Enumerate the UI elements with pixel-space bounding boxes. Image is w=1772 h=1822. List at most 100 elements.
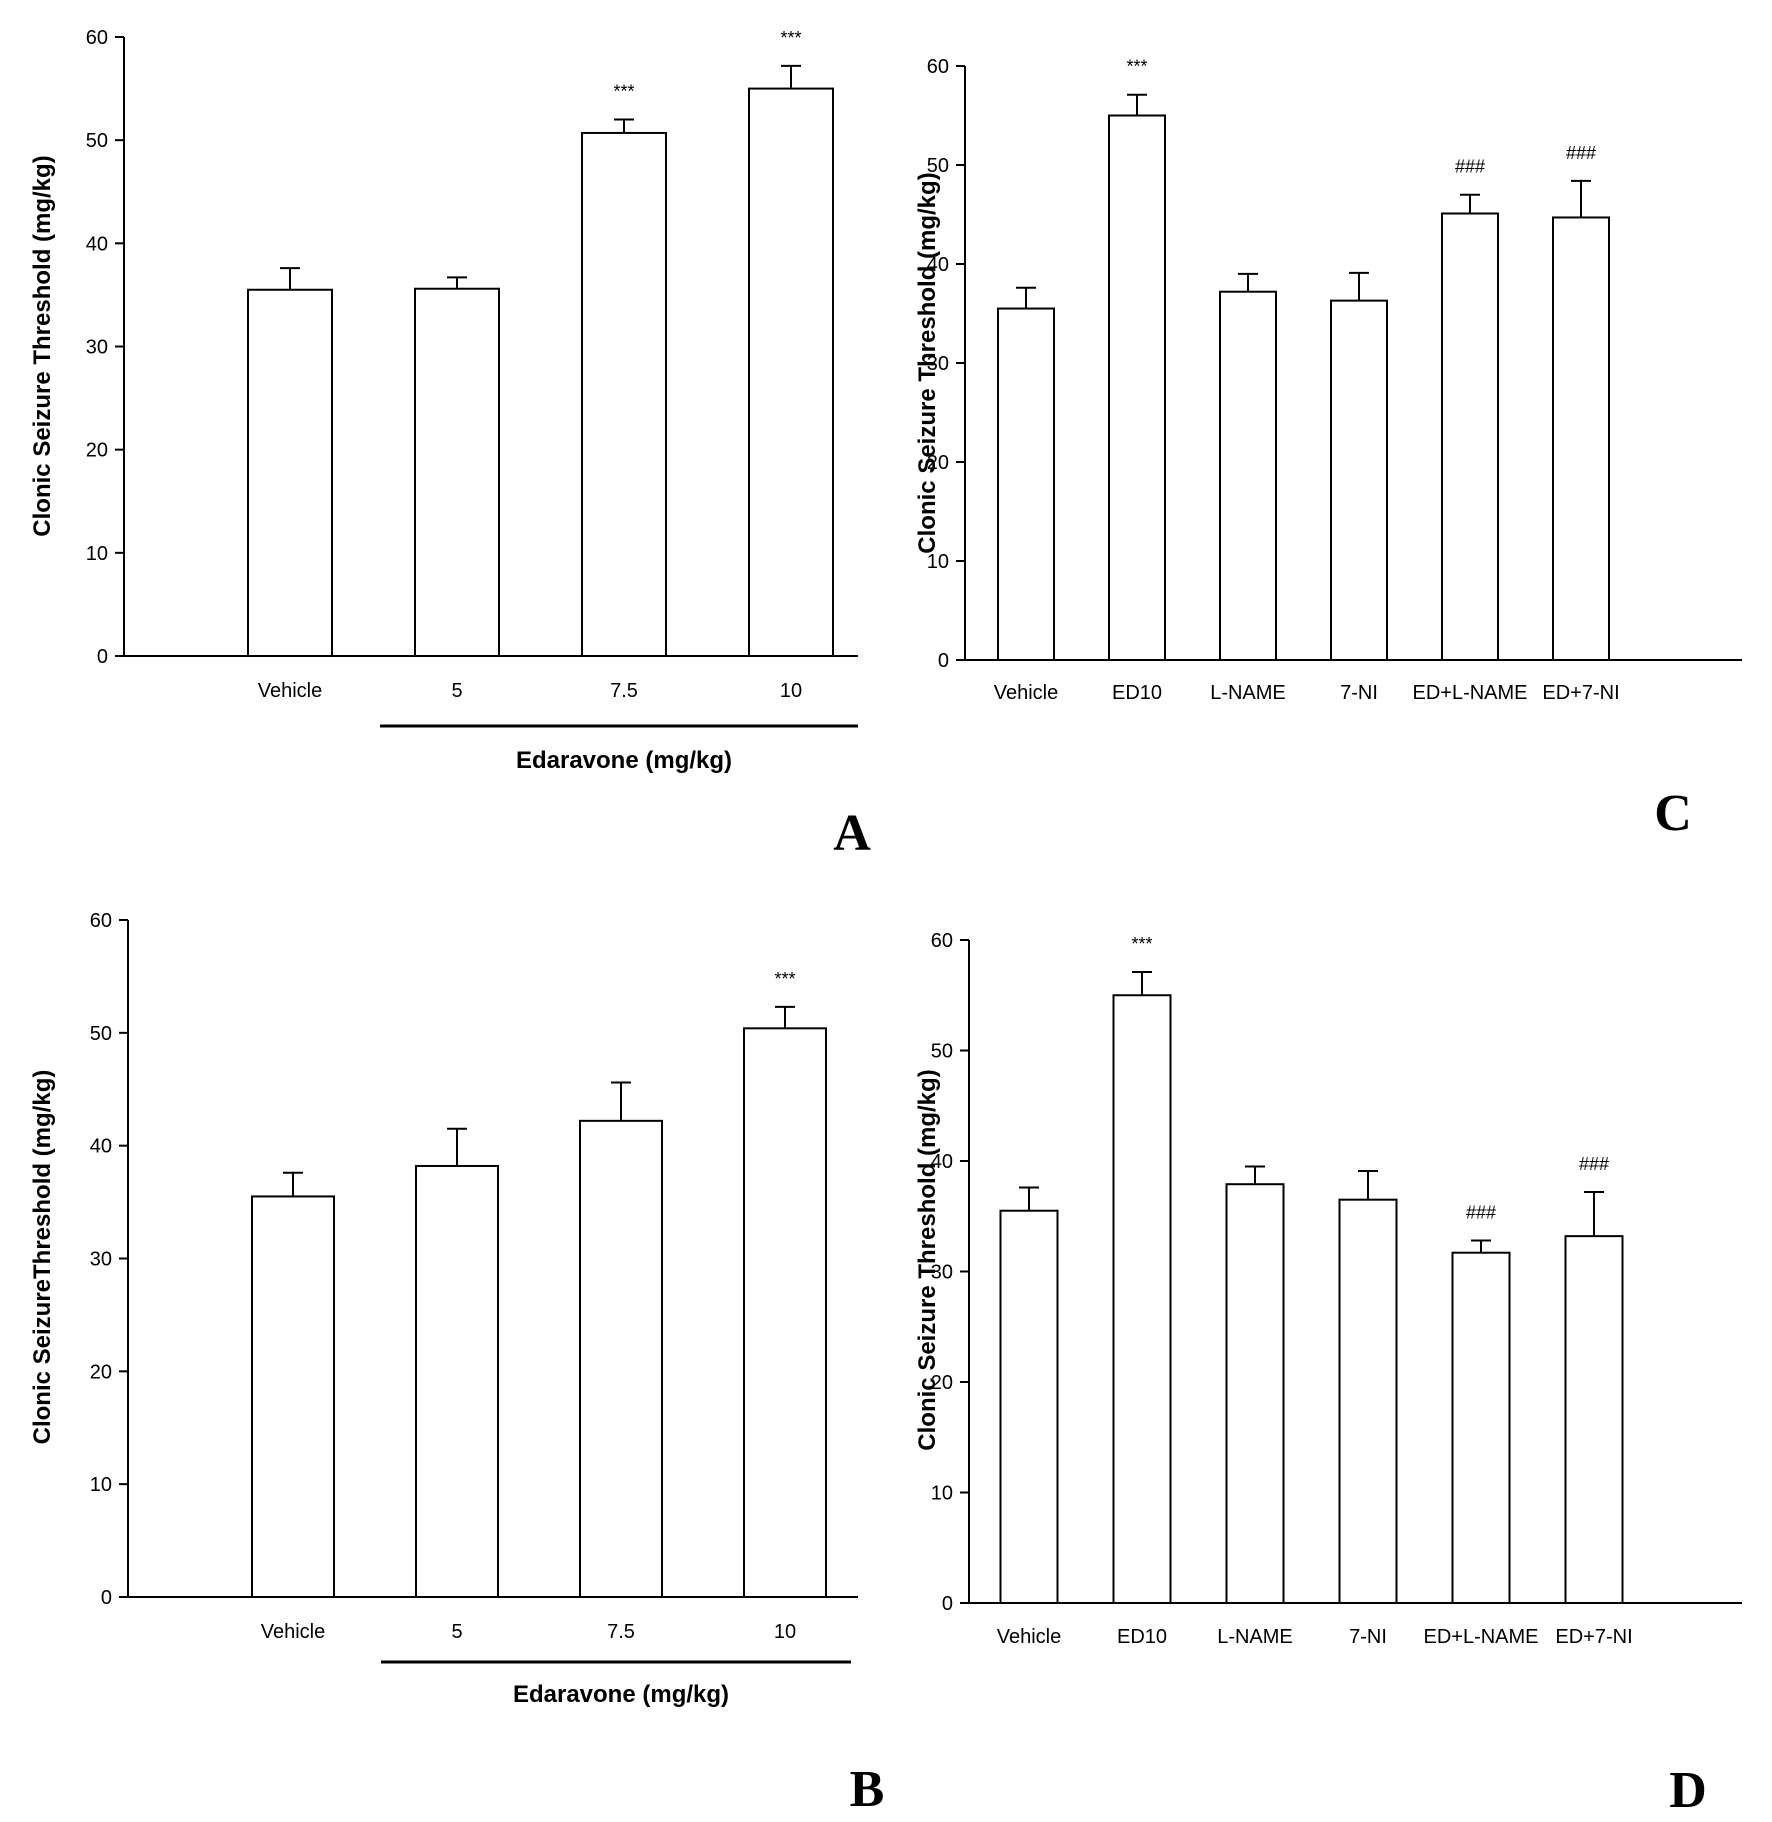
- y-axis-title: Clonic Seizure Threshold (mg/kg): [914, 172, 941, 553]
- y-tick-label: 20: [927, 452, 949, 474]
- bar: [1338, 1198, 1398, 1604]
- category-label: ED10: [1117, 1626, 1167, 1648]
- category-label: Vehicle: [997, 1626, 1062, 1648]
- category-label: 7.5: [610, 680, 638, 702]
- y-tick-label: 50: [927, 155, 949, 177]
- significance-label: ###: [1455, 157, 1485, 177]
- significance-label: ###: [1579, 1154, 1609, 1174]
- x-axis-title: Edaravone (mg/kg): [516, 747, 732, 774]
- y-axis-title: Clonic Seizure Threshold (mg/kg): [29, 155, 56, 536]
- bar: [1108, 114, 1166, 661]
- bar: [247, 288, 333, 657]
- category-label: ED10: [1112, 682, 1162, 704]
- y-tick-label: 50: [86, 130, 108, 152]
- x-axis-title: Edaravone (mg/kg): [513, 1681, 729, 1708]
- bar: [1330, 299, 1388, 661]
- panel-letter: B: [850, 1761, 885, 1818]
- error-bar: [775, 1005, 795, 1029]
- error-bar: [1460, 193, 1480, 214]
- y-tick-label: 10: [927, 551, 949, 573]
- category-label: 7-NI: [1340, 682, 1378, 704]
- bar: [1552, 216, 1610, 661]
- error-bar: [1019, 1186, 1039, 1211]
- error-bar: [781, 64, 801, 89]
- category-label: 10: [774, 1621, 796, 1643]
- significance-label: ***: [1126, 57, 1147, 77]
- y-tick-label: 10: [90, 1474, 112, 1496]
- category-label: L-NAME: [1217, 1626, 1293, 1648]
- error-bar: [447, 1127, 467, 1166]
- significance-label: ***: [780, 28, 801, 48]
- significance-label: ***: [1131, 934, 1152, 954]
- y-tick-label: 0: [942, 1593, 953, 1615]
- y-tick-label: 50: [90, 1023, 112, 1045]
- panel-letter: C: [1654, 785, 1692, 842]
- y-tick-label: 0: [938, 650, 949, 672]
- y-tick-label: 40: [86, 233, 108, 255]
- category-label: 5: [451, 1621, 462, 1643]
- bar: [251, 1195, 335, 1598]
- y-tick-label: 60: [86, 27, 108, 49]
- category-label: 10: [780, 680, 802, 702]
- y-axis-title: Clonic Seizure Threshold (mg/kg): [914, 1069, 941, 1450]
- bar: [415, 1164, 499, 1598]
- bar: [1451, 1251, 1511, 1604]
- error-bar: [283, 1171, 303, 1197]
- category-label: Vehicle: [261, 1621, 326, 1643]
- error-bar: [1584, 1190, 1604, 1237]
- category-label: Vehicle: [994, 682, 1059, 704]
- error-bar: [1471, 1239, 1491, 1253]
- category-label: ED+L-NAME: [1412, 682, 1527, 704]
- error-bar: [1238, 272, 1258, 292]
- significance-label: ###: [1566, 143, 1596, 163]
- y-tick-label: 30: [90, 1249, 112, 1271]
- significance-label: ***: [613, 82, 634, 102]
- error-bar: [1132, 971, 1152, 996]
- y-tick-label: 30: [931, 1262, 953, 1284]
- y-axis-title: Clonic SeizureThreshold (mg/kg): [29, 1070, 56, 1445]
- category-label: 7-NI: [1349, 1626, 1387, 1648]
- bar: [581, 131, 667, 657]
- category-label: L-NAME: [1210, 682, 1286, 704]
- significance-label: ***: [774, 969, 795, 989]
- chart-panel-c: 0 10 20 30 40 50 60 Clonic Seizure Threshold (m…: [914, 56, 1742, 842]
- error-bar: [1016, 286, 1036, 309]
- panel-letter: A: [833, 805, 871, 862]
- error-bar: [1245, 1165, 1265, 1185]
- bar: [743, 1027, 827, 1598]
- error-bar: [1127, 93, 1147, 116]
- bar: [414, 287, 500, 657]
- bar: [1225, 1183, 1285, 1604]
- bar: [1112, 994, 1172, 1604]
- category-label: ED+7-NI: [1555, 1626, 1632, 1648]
- category-label: 5: [451, 680, 462, 702]
- y-tick-label: 10: [931, 1483, 953, 1505]
- error-bar: [447, 276, 467, 289]
- y-tick-label: 60: [927, 56, 949, 78]
- category-label: 7.5: [607, 1621, 635, 1643]
- chart-panel-d: 0 10 20 30 40 50 60 Clonic Seizure Threshold (m…: [914, 930, 1742, 1819]
- bar: [1219, 290, 1277, 661]
- chart-panel-b: 0 10 20 30 40 50 60 Clonic SeizureThreshold (mg…: [29, 910, 884, 1818]
- bar: [579, 1119, 663, 1599]
- bar: [1441, 212, 1499, 661]
- y-tick-label: 40: [931, 1151, 953, 1173]
- error-bar: [280, 267, 300, 290]
- y-tick-label: 60: [90, 910, 112, 932]
- error-bar: [1358, 1169, 1378, 1200]
- significance-label: ###: [1466, 1203, 1496, 1223]
- y-tick-label: 10: [86, 543, 108, 565]
- y-tick-label: 20: [90, 1361, 112, 1383]
- bar: [748, 87, 834, 658]
- y-tick-label: 30: [927, 353, 949, 375]
- bar: [999, 1209, 1059, 1604]
- panel-letter: D: [1669, 1762, 1707, 1819]
- bar: [997, 307, 1055, 661]
- error-bar: [1349, 271, 1369, 301]
- y-tick-label: 40: [927, 254, 949, 276]
- error-bar: [1571, 179, 1591, 218]
- y-tick-label: 0: [101, 1587, 112, 1609]
- error-bar: [611, 1081, 631, 1121]
- category-label: ED+7-NI: [1542, 682, 1619, 704]
